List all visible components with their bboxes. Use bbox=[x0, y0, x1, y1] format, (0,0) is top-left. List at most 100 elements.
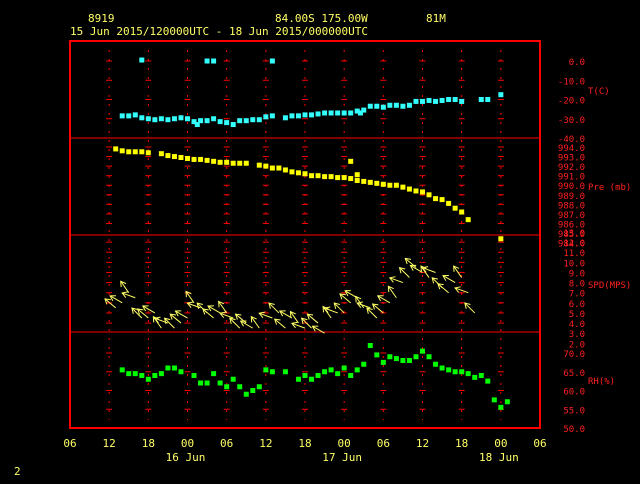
wind-arrow-head bbox=[464, 302, 471, 309]
y-tick-label: 0.0 bbox=[569, 58, 585, 68]
x-tick-label: 06 bbox=[63, 437, 76, 450]
wind-arrow-shaft bbox=[333, 302, 345, 314]
date-label: 16 Jun bbox=[166, 451, 206, 464]
temperature-point bbox=[204, 58, 210, 64]
wind-arrow bbox=[376, 295, 391, 304]
temperature-point bbox=[165, 117, 171, 123]
humidity-point bbox=[217, 380, 223, 386]
wind-arrow-head bbox=[207, 305, 214, 312]
wind-arrow bbox=[218, 300, 228, 314]
x-tick-label: 12 bbox=[259, 437, 272, 450]
wind-arrow-shaft bbox=[202, 308, 214, 319]
y-tick-label: 2.0 bbox=[569, 340, 585, 350]
wind-arrow bbox=[273, 318, 286, 329]
humidity-point bbox=[374, 352, 380, 358]
panel-name: T(C) bbox=[588, 87, 610, 97]
humidity-point bbox=[230, 376, 236, 382]
pressure-point bbox=[185, 155, 190, 161]
pressure-point bbox=[322, 174, 328, 180]
wind-arrow bbox=[404, 257, 417, 268]
pressure-point bbox=[211, 158, 217, 164]
wind-arrow-head bbox=[234, 313, 242, 320]
wind-arrow-head bbox=[278, 310, 286, 317]
wind-arrow bbox=[437, 283, 449, 294]
humidity-point bbox=[335, 371, 341, 377]
panel-name: SPD(MPS) bbox=[588, 281, 631, 291]
wind-arrow-head bbox=[356, 301, 363, 308]
temperature-point bbox=[126, 113, 132, 119]
wind-arrow bbox=[104, 298, 117, 309]
wind-arrow-shaft bbox=[422, 267, 436, 273]
pressure-point bbox=[224, 159, 230, 165]
temperature-point bbox=[367, 103, 373, 109]
temperature-point bbox=[315, 111, 321, 117]
wind-arrow-head bbox=[366, 307, 373, 314]
wind-arrow-shaft bbox=[307, 313, 319, 324]
wind-arrow bbox=[339, 293, 352, 304]
pressure-point bbox=[113, 146, 119, 152]
y-tick-label: 989.0 bbox=[558, 192, 585, 202]
wind-arrow-head bbox=[300, 317, 308, 325]
wind-arrow bbox=[323, 306, 338, 314]
wind-arrow bbox=[387, 285, 397, 299]
temperature-point bbox=[152, 117, 158, 123]
pressure-point bbox=[282, 167, 288, 173]
humidity-point bbox=[491, 397, 497, 403]
wind-arrow-shaft bbox=[339, 293, 352, 304]
wind-arrow bbox=[306, 313, 319, 324]
temperature-point bbox=[380, 104, 386, 110]
y-tick-label: 990.0 bbox=[558, 182, 585, 192]
humidity-point bbox=[119, 367, 125, 373]
temperature-point bbox=[446, 97, 452, 102]
wind-arrow-head bbox=[186, 301, 194, 308]
y-tick-label: 7.0 bbox=[569, 290, 585, 300]
pressure-point bbox=[374, 180, 380, 186]
temperature-point bbox=[335, 110, 341, 116]
wind-arrow-head bbox=[344, 290, 351, 297]
pressure-point bbox=[243, 160, 249, 166]
pressure-point bbox=[420, 189, 425, 195]
temperature-point bbox=[439, 97, 445, 103]
y-tick-label: 994.0 bbox=[558, 144, 585, 154]
temperature-point bbox=[433, 98, 439, 104]
wind-arrow bbox=[109, 295, 123, 304]
humidity-point bbox=[406, 358, 412, 363]
pressure-point bbox=[276, 165, 282, 171]
wind-arrow-shaft bbox=[442, 275, 456, 284]
pressure-point bbox=[400, 184, 406, 190]
wind-arrow-shaft bbox=[142, 305, 156, 314]
humidity-point bbox=[433, 361, 439, 367]
y-tick-label: 60.0 bbox=[563, 388, 585, 398]
y-tick-label: 8.0 bbox=[569, 280, 585, 290]
pressure-point bbox=[348, 176, 354, 182]
wind-arrow-shaft bbox=[219, 312, 234, 319]
wind-arrow bbox=[333, 302, 345, 314]
temperature-point bbox=[119, 113, 125, 119]
y-tick-label: 12.0 bbox=[563, 239, 585, 249]
pressure-point bbox=[198, 156, 204, 162]
panel-name: RH(%) bbox=[588, 377, 615, 387]
humidity-point bbox=[367, 343, 373, 348]
wind-arrow-shaft bbox=[437, 283, 449, 294]
humidity-point bbox=[145, 376, 151, 382]
wind-arrow bbox=[141, 305, 156, 314]
wind-arrow-head bbox=[398, 266, 406, 274]
humidity-point bbox=[302, 373, 308, 378]
wind-arrow-head bbox=[169, 313, 177, 320]
y-tick-label: 993.0 bbox=[558, 154, 585, 164]
y-tick-label: 6.0 bbox=[569, 300, 585, 310]
humidity-point bbox=[459, 369, 465, 375]
humidity-point bbox=[400, 358, 406, 363]
x-tick-label: 18 bbox=[455, 437, 468, 450]
wind-arrow-head bbox=[355, 295, 362, 303]
wind-arrow-head bbox=[120, 280, 127, 288]
temperature-point bbox=[178, 115, 184, 121]
wind-arrow bbox=[289, 310, 299, 324]
pressure-point bbox=[237, 160, 243, 166]
wind-arrow-shaft bbox=[290, 311, 299, 324]
wind-arrow-shaft bbox=[274, 318, 286, 329]
wind-arrow-shaft bbox=[312, 325, 325, 334]
panel-name: Pre (mb) bbox=[588, 183, 631, 193]
y-tick-label: -10.0 bbox=[558, 77, 585, 87]
y-tick-label: 70.0 bbox=[563, 350, 585, 360]
